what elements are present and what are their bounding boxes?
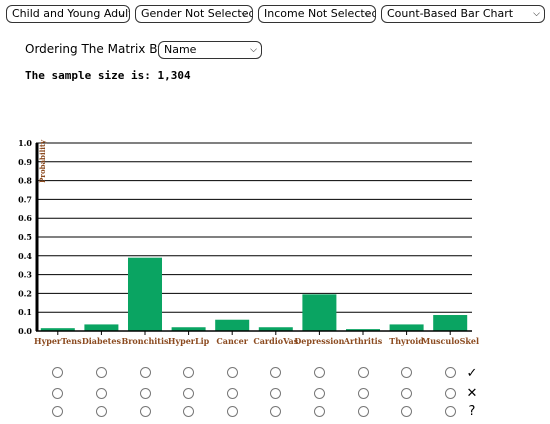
chart-type-value: Count-Based Bar Chart — [387, 7, 514, 20]
radio-option[interactable] — [444, 406, 456, 417]
x-tick-label: Diabetes — [82, 336, 122, 346]
chevron-down-icon: ⌵ — [241, 9, 248, 19]
radio-option[interactable] — [226, 388, 238, 399]
x-tick-label: MusculoSkel — [421, 336, 479, 346]
y-tick-label: 0.7 — [18, 194, 32, 204]
radio-option[interactable] — [95, 367, 107, 378]
x-tick-label: Depression — [294, 336, 344, 346]
age-group-value: Child and Young Adult — [12, 7, 130, 20]
y-tick-label: 0.2 — [18, 288, 32, 298]
income-value: Income Not Selected — [264, 7, 376, 20]
bar — [215, 319, 250, 331]
radio-option[interactable] — [313, 388, 325, 399]
ordering-select[interactable]: Name ⌵ — [158, 41, 262, 59]
radio-option[interactable] — [444, 388, 456, 399]
radio-option[interactable] — [270, 406, 282, 417]
radio-option[interactable] — [401, 367, 413, 378]
radio-option[interactable] — [357, 367, 369, 378]
radio-option[interactable] — [52, 367, 64, 378]
radio-option[interactable] — [357, 406, 369, 417]
y-axis-label: Probability — [38, 139, 47, 183]
radio-option[interactable] — [401, 406, 413, 417]
radio-option[interactable] — [270, 388, 282, 399]
chart-type-select[interactable]: Count-Based Bar Chart ⌵ — [381, 5, 545, 23]
age-group-select[interactable]: Child and Young Adult ⌵ — [6, 5, 130, 23]
bar — [258, 327, 293, 331]
radio-option[interactable] — [52, 406, 64, 417]
y-tick-label: 0.8 — [18, 176, 32, 186]
radio-option[interactable] — [95, 406, 107, 417]
radio-option[interactable] — [270, 367, 282, 378]
x-icon: ✕ — [466, 386, 478, 401]
x-tick-label: HyperTens — [34, 336, 82, 346]
gender-select[interactable]: Gender Not Selected ⌵ — [135, 5, 253, 23]
radio-option[interactable] — [95, 388, 107, 399]
bar — [433, 315, 468, 331]
radio-option[interactable] — [226, 406, 238, 417]
x-tick-label: Bronchitis — [121, 336, 169, 346]
y-tick-label: 0.3 — [18, 270, 32, 280]
y-tick-label: 0.5 — [18, 232, 32, 242]
chevron-down-icon: ⌵ — [533, 9, 540, 19]
radio-option[interactable] — [139, 388, 151, 399]
bar — [302, 294, 337, 331]
y-tick-label: 0.9 — [18, 157, 32, 167]
x-tick-label: Thyroid — [389, 336, 424, 346]
sample-size-text: The sample size is: 1,304 — [25, 69, 191, 82]
x-tick-label: CardioVas — [253, 336, 298, 346]
radio-option[interactable] — [52, 388, 64, 399]
income-select[interactable]: Income Not Selected ⌵ — [258, 5, 376, 23]
x-tick-label: Arthritis — [343, 336, 383, 346]
radio-option[interactable] — [183, 367, 195, 378]
radio-option[interactable] — [401, 388, 413, 399]
gender-value: Gender Not Selected — [141, 7, 253, 20]
x-tick-label: Cancer — [216, 336, 248, 346]
y-tick-label: 0.1 — [18, 307, 32, 317]
ordering-value: Name — [164, 43, 197, 56]
y-tick-label: 0.6 — [18, 213, 32, 223]
bar — [127, 257, 163, 331]
radio-option[interactable] — [357, 388, 369, 399]
bar — [345, 329, 381, 331]
checkmark-icon: ✓ — [466, 366, 478, 381]
bar — [84, 324, 119, 331]
bar — [40, 328, 75, 331]
x-tick-label: HyperLip — [168, 336, 210, 346]
y-tick-label: 0.4 — [18, 251, 32, 261]
radio-option[interactable] — [139, 406, 151, 417]
bar — [389, 324, 424, 331]
y-tick-label: 0.0 — [18, 326, 32, 336]
bar-chart: 0.0 0.1 0.2 0.3 0.4 0.5 0.6 0.7 0.8 0.9 1.0 Probabi… — [18, 138, 479, 346]
radio-option[interactable] — [444, 367, 456, 378]
radio-option[interactable] — [183, 406, 195, 417]
bar — [171, 327, 206, 331]
radio-option[interactable] — [139, 367, 151, 378]
chevron-down-icon: ⌵ — [118, 9, 125, 19]
radio-option[interactable] — [226, 367, 238, 378]
radio-option[interactable] — [183, 388, 195, 399]
radio-option[interactable] — [313, 406, 325, 417]
y-tick-label: 1.0 — [18, 138, 32, 148]
radio-option[interactable] — [313, 367, 325, 378]
ordering-label: Ordering The Matrix By: — [25, 42, 168, 56]
chevron-down-icon: ⌵ — [364, 9, 371, 19]
question-icon: ? — [468, 404, 476, 419]
chevron-down-icon: ⌵ — [250, 45, 257, 55]
